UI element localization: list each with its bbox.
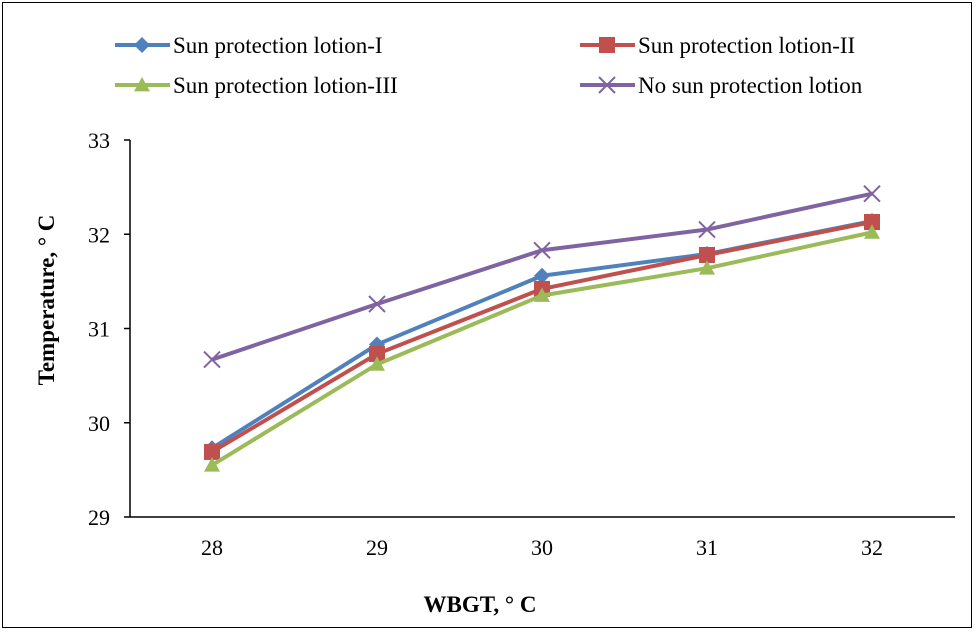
data-point (699, 246, 715, 263)
data-point (369, 345, 385, 362)
y-ticks: 29 30 31 32 33 (88, 128, 130, 530)
legend-entry: Sun protection lotion-II (580, 33, 855, 58)
data-point (368, 295, 386, 313)
series-4 (203, 185, 881, 369)
series-line (210, 230, 873, 467)
x-axis-title: WBGT, ° C (424, 592, 537, 617)
data-point (863, 185, 881, 203)
legend-label: Sun protection lotion-II (638, 33, 855, 58)
y-tick-label: 30 (88, 411, 110, 436)
data-point (533, 241, 551, 259)
legend: Sun protection lotion-I Sun protection lo… (115, 33, 863, 98)
data-point (204, 457, 220, 472)
data-point (699, 260, 715, 275)
legend-label: Sun protection lotion-I (173, 33, 383, 58)
legend-marker (134, 37, 150, 53)
data-point (369, 356, 385, 371)
data-point (203, 350, 221, 369)
series-line (210, 220, 873, 454)
legend-label: No sun protection lotion (638, 73, 863, 98)
x-tick-label: 31 (696, 535, 718, 560)
y-tick-label: 32 (88, 222, 110, 247)
y-tick-label: 31 (88, 317, 110, 342)
data-point (864, 224, 880, 239)
data-point (534, 287, 550, 302)
y-tick-label: 29 (88, 505, 110, 530)
legend-entry: Sun protection lotion-III (115, 73, 398, 98)
legend-entry: No sun protection lotion (580, 73, 863, 98)
data-point (864, 213, 880, 230)
y-axis-title: Temperature, ° C (34, 215, 59, 386)
y-tick-label: 33 (88, 128, 110, 153)
legend-entry: Sun protection lotion-I (115, 33, 383, 58)
x-tick-label: 29 (366, 535, 388, 560)
legend-marker (598, 76, 616, 94)
legend-marker (599, 37, 615, 53)
series-3 (204, 224, 880, 472)
data-point (698, 220, 716, 239)
data-point (204, 443, 220, 460)
x-tick-label: 30 (531, 535, 553, 560)
axes (129, 140, 955, 518)
legend-label: Sun protection lotion-III (173, 73, 398, 98)
series-layer (203, 185, 881, 472)
x-ticks: 28 29 30 31 32 (201, 535, 883, 560)
x-tick-label: 32 (861, 535, 883, 560)
data-point (534, 267, 550, 284)
x-tick-label: 28 (201, 535, 223, 560)
legend-marker (134, 77, 150, 92)
